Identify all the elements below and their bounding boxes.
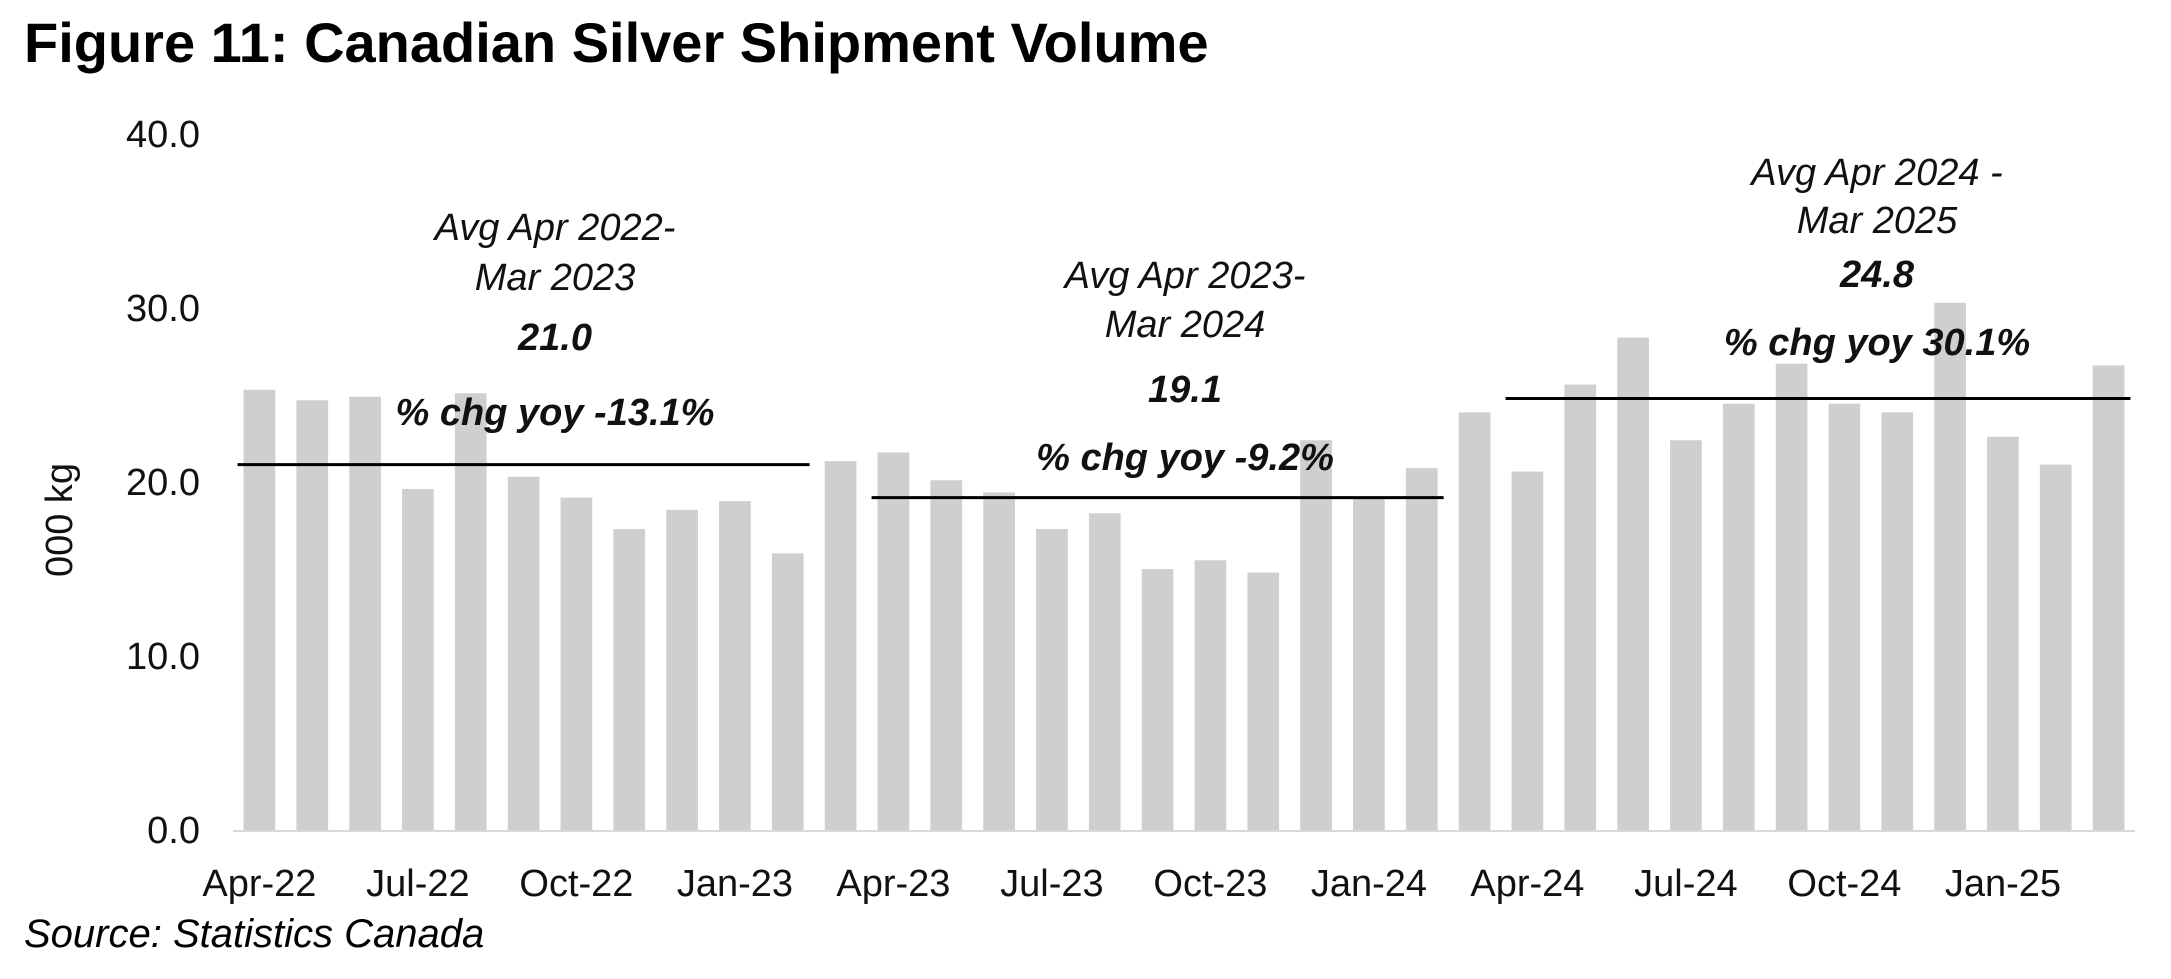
- average-lines: [237, 396, 2131, 500]
- bar: [296, 400, 329, 830]
- x-tick-label: Jul-23: [1000, 863, 1104, 905]
- x-axis: Apr-22 Jul-22 Oct-22 Jan-23 Apr-23 Jul-23 Oct-…: [202, 830, 2135, 905]
- average-period-label: Mar 2023: [475, 257, 636, 299]
- bar: [877, 452, 910, 830]
- bar: [402, 488, 434, 830]
- x-tick-label: Apr-22: [202, 863, 316, 905]
- y-axis: 0.0 10.0 20.0 30.0 40.0: [126, 114, 200, 852]
- bar: [349, 396, 381, 830]
- x-tick-label: Oct-22: [519, 863, 633, 905]
- y-tick-label: 40.0: [126, 114, 200, 156]
- x-tick-label: Jul-22: [366, 863, 470, 905]
- bar: [2039, 464, 2072, 830]
- bar: [1036, 528, 1068, 830]
- bar: [1088, 513, 1121, 830]
- bar: [243, 389, 276, 830]
- bar: [1511, 471, 1544, 830]
- bar: [507, 476, 540, 830]
- bar: [1881, 412, 1914, 830]
- bar: [1194, 560, 1227, 830]
- average-value-label: 19.1: [1148, 369, 1222, 411]
- yoy-change-label: % chg yoy -13.1%: [396, 392, 715, 434]
- x-tick-label: Jan-25: [1945, 863, 2061, 905]
- bar: [1458, 412, 1491, 830]
- x-tick-label: Oct-24: [1787, 863, 1901, 905]
- average-period-label: Mar 2025: [1797, 200, 1958, 242]
- bar: [1141, 569, 1174, 830]
- average-period-label: Mar 2024: [1105, 304, 1266, 346]
- bar: [1617, 337, 1649, 830]
- bar: [1987, 436, 2019, 830]
- y-axis-label: 000 kg: [39, 463, 81, 577]
- bar: [1247, 572, 1280, 830]
- bar: [2092, 365, 2125, 830]
- bar: [560, 497, 593, 830]
- bar: [454, 393, 487, 830]
- bar: [1353, 497, 1385, 830]
- bar: [666, 509, 698, 830]
- yoy-change-label: % chg yoy -9.2%: [1036, 437, 1334, 479]
- bar: [1722, 403, 1755, 830]
- bar: [1934, 302, 1966, 830]
- bar: [1564, 384, 1597, 830]
- average-value-label: 21.0: [517, 317, 592, 359]
- bar: [983, 492, 1015, 830]
- y-axis-title: 000 kg: [39, 463, 81, 577]
- y-tick-label: 20.0: [126, 462, 200, 504]
- bar: [771, 553, 804, 830]
- average-period-label: Avg Apr 2022-: [433, 207, 676, 249]
- bar: [1775, 363, 1808, 830]
- x-tick-label: Jul-24: [1634, 863, 1738, 905]
- y-tick-label: 0.0: [147, 810, 200, 852]
- bar: [1300, 440, 1332, 830]
- x-tick-label: Apr-24: [1470, 863, 1584, 905]
- x-tick-label: Jan-23: [677, 863, 793, 905]
- x-tick-label: Jan-24: [1311, 863, 1427, 905]
- yoy-change-label: % chg yoy 30.1%: [1724, 322, 2030, 364]
- bar: [930, 480, 963, 830]
- y-tick-label: 30.0: [126, 288, 200, 330]
- average-value-label: 24.8: [1839, 254, 1915, 296]
- x-tick-label: Apr-23: [836, 863, 950, 905]
- average-period-label: Avg Apr 2024 -: [1749, 152, 2002, 194]
- source-note: Source: Statistics Canada: [24, 912, 485, 956]
- figure-title: Figure 11: Canadian Silver Shipment Volu…: [24, 11, 1209, 74]
- bar: [719, 501, 751, 830]
- bar: [824, 461, 857, 830]
- bar: [1405, 468, 1438, 830]
- y-tick-label: 10.0: [126, 636, 200, 678]
- bar: [1828, 403, 1861, 830]
- annotations: Avg Apr 2022- Mar 2023 21.0 % chg yoy -13.1…: [396, 152, 2031, 479]
- average-period-label: Avg Apr 2023-: [1063, 255, 1306, 297]
- bar: [1670, 440, 1702, 830]
- x-tick-label: Oct-23: [1153, 863, 1267, 905]
- bar: [613, 528, 646, 830]
